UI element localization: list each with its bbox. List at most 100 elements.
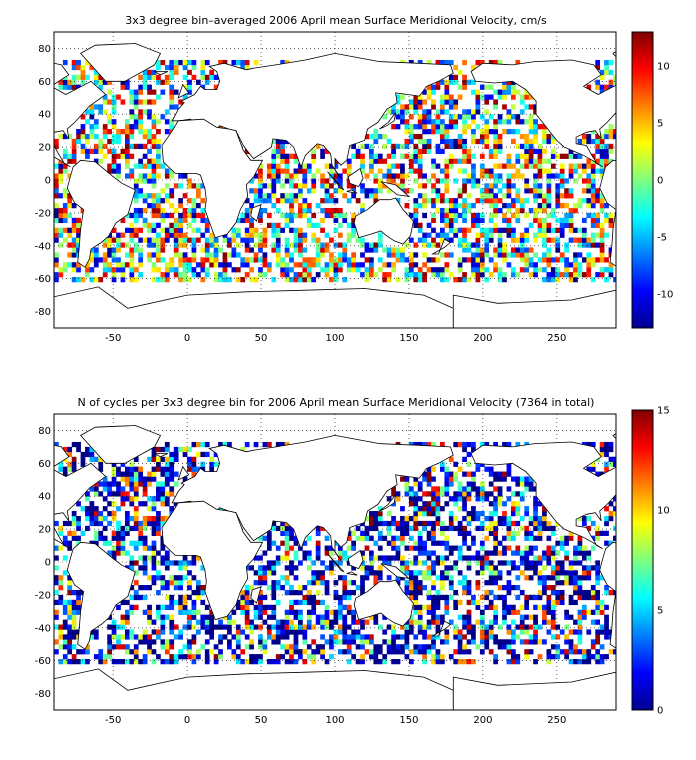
bin-cell [493,471,498,477]
bin-cell [164,461,170,467]
bin-cell [71,84,77,90]
bin-cell [124,511,130,517]
bin-cell [289,535,294,541]
bin-cell [67,153,73,159]
bin-cell [519,119,525,125]
bin-cell [302,594,308,601]
bin-cell [58,232,64,238]
bin-cell [462,456,467,462]
bin-cell [342,247,348,253]
bin-cell [320,624,325,630]
bin-cell [577,550,583,556]
bin-cell [484,644,490,650]
bin-cell [488,232,494,238]
bin-cell [542,237,547,243]
bin-cell [253,659,259,665]
bin-cell [493,476,498,482]
bin-cell [293,232,299,238]
bin-cell [391,501,396,507]
bin-cell [599,654,605,660]
bin-cell [457,114,463,120]
bin-cell [142,560,148,566]
bin-cell [555,277,561,283]
bin-cell [373,138,379,145]
bin-cell [453,599,459,606]
bin-cell [266,193,272,199]
bin-cell [213,277,219,283]
bin-cell [315,545,321,551]
bin-cell [528,649,534,655]
bin-cell [475,178,481,184]
bin-cell [360,530,365,536]
bin-cell [528,148,534,154]
bin-cell [435,515,441,522]
bin-cell [604,267,609,273]
bin-cell [542,232,547,238]
bin-cell [431,496,436,502]
y-tick-label: 40 [38,492,51,503]
bin-cell [67,262,73,268]
bin-cell [249,247,254,253]
bin-cell [337,599,343,606]
bin-cell [577,252,583,258]
bin-cell [550,138,556,145]
bin-cell [129,496,135,502]
bin-cell [187,212,192,219]
bin-cell [404,654,410,660]
bin-cell [595,222,601,228]
bin-cell [581,242,587,248]
bin-cell [284,619,290,625]
bin-cell [533,659,538,665]
bin-cell [178,604,183,610]
bin-cell [93,247,99,253]
bin-cell [502,604,507,610]
bin-cell [102,133,108,140]
bin-cell [124,496,130,502]
bin-cell [262,565,268,571]
bin-cell [275,525,281,532]
bin-cell [93,486,99,492]
bin-cell [417,237,423,243]
bin-cell [506,535,512,541]
bin-cell [568,237,574,243]
bin-cell [156,446,161,453]
bin-cell [111,138,117,145]
bin-cell [369,560,374,566]
bin-cell [235,654,241,660]
bin-cell [67,575,73,581]
bin-cell [271,188,277,194]
bin-cell [164,471,170,477]
bin-cell [377,535,383,541]
bin-cell [58,217,64,224]
bin-cell [440,555,445,561]
bin-cell [413,491,419,497]
bin-cell [431,560,436,566]
bin-cell [284,59,290,66]
bin-cell [227,624,232,630]
bin-cell [298,649,303,655]
bin-cell [377,188,383,194]
bin-cell [395,520,401,527]
bin-cell [324,193,330,199]
bin-cell [586,565,592,571]
bin-cell [506,227,512,233]
bin-cell [537,222,543,228]
bin-cell [524,94,530,100]
bin-cell [355,153,361,159]
bin-cell [577,639,583,645]
bin-cell [111,237,117,243]
bin-cell [111,511,117,517]
bin-cell [284,277,290,283]
bin-cell [147,456,152,462]
bin-cell [98,466,104,472]
y-tick-label: 20 [38,143,51,154]
bin-cell [497,520,503,527]
bin-cell [191,59,197,66]
bin-cell [577,262,583,268]
bin-cell [133,545,139,551]
bin-cell [462,138,467,145]
bin-cell [431,441,436,448]
bin-cell [435,659,441,665]
bin-cell [457,193,463,199]
bin-cell [147,227,152,233]
